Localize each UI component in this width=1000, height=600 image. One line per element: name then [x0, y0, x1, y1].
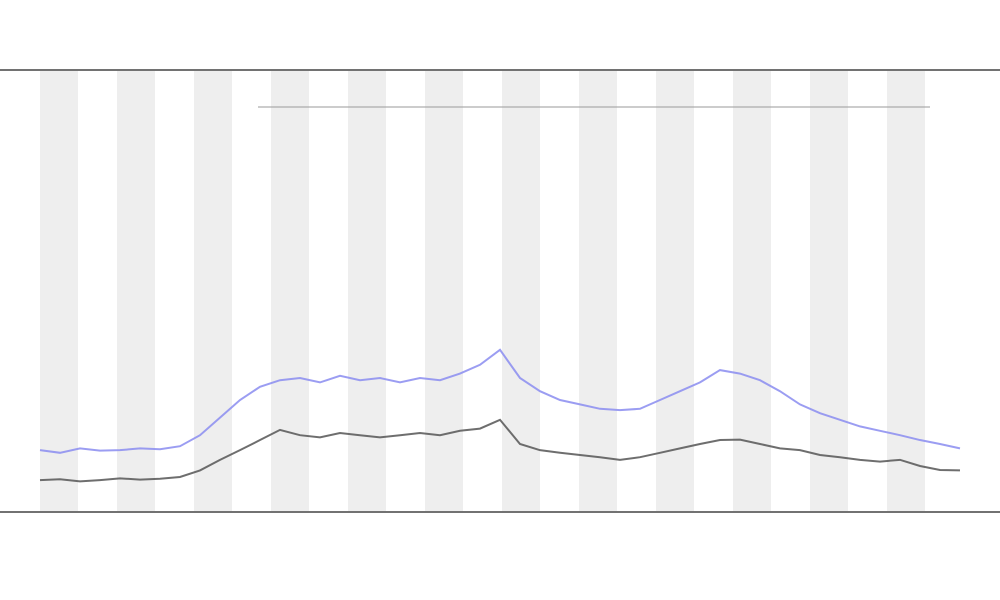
band	[117, 71, 155, 511]
band	[425, 71, 463, 511]
series-line	[39, 348, 961, 454]
band	[579, 71, 617, 511]
band	[348, 71, 386, 511]
background-bands	[40, 71, 925, 511]
band	[810, 71, 848, 511]
band	[502, 71, 540, 511]
band	[271, 71, 309, 511]
series-line	[39, 418, 961, 483]
band	[194, 71, 232, 511]
band	[733, 71, 771, 511]
band	[887, 71, 925, 511]
band	[656, 71, 694, 511]
band	[40, 71, 78, 511]
